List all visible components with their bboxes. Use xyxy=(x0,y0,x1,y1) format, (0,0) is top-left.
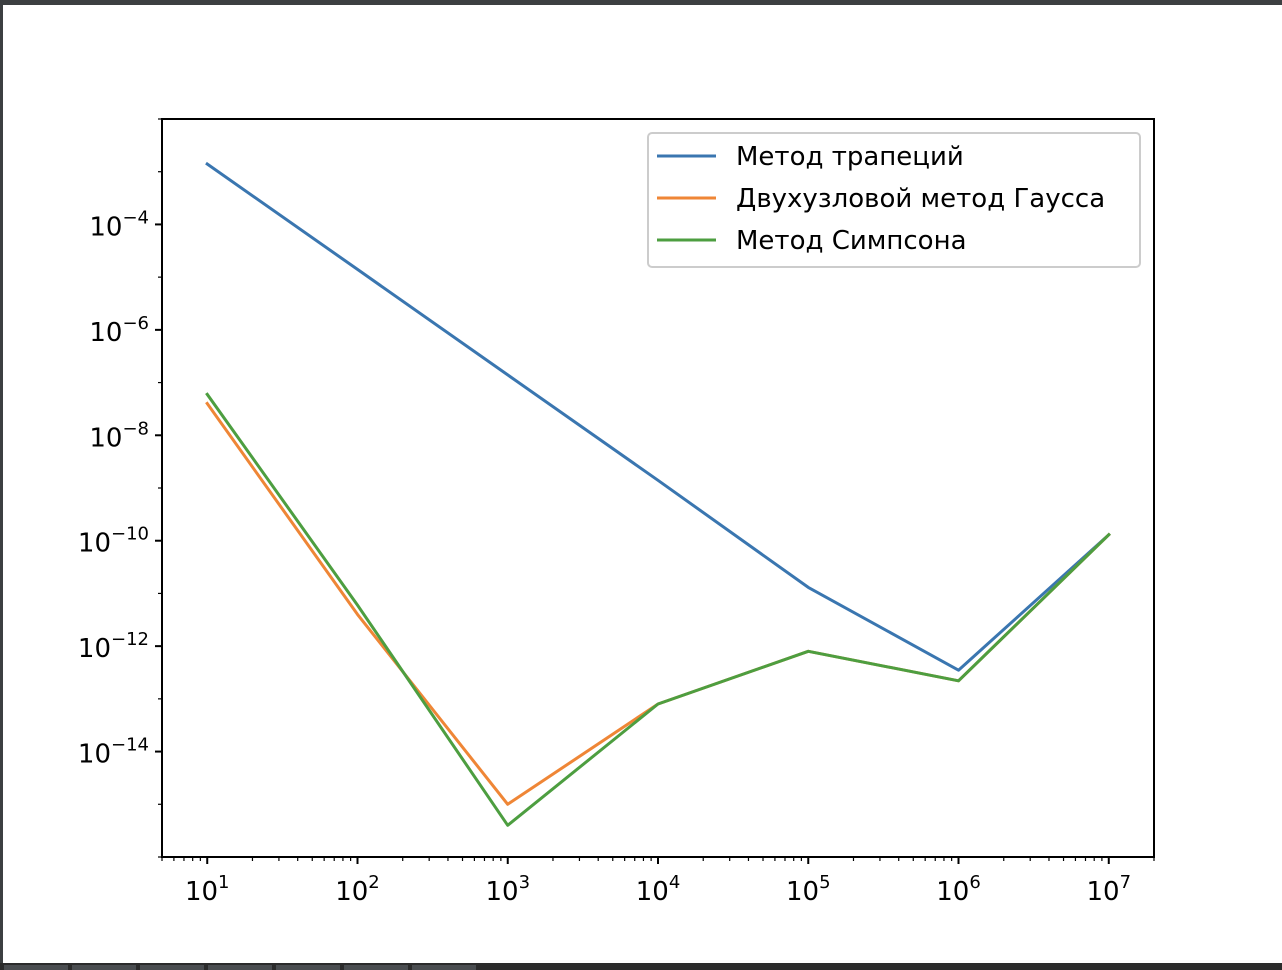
taskbar-tab[interactable] xyxy=(344,965,408,970)
legend-label-trapezoid: Метод трапеций xyxy=(736,142,964,172)
y-tick-label: 10−8 xyxy=(89,418,149,453)
legend-label-gauss: Двухузловой метод Гаусса xyxy=(736,184,1105,214)
y-axis: 10−4 10−6 10−8 10−10 10−12 10−14 xyxy=(78,118,162,858)
taskbar-tab[interactable] xyxy=(208,965,272,970)
x-tick-label: 101 xyxy=(185,872,230,907)
x-tick-label: 105 xyxy=(786,872,831,907)
x-tick-label: 104 xyxy=(636,872,681,907)
x-tick-label: 102 xyxy=(335,872,380,907)
taskbar-tab[interactable] xyxy=(4,965,68,970)
taskbar-tab[interactable] xyxy=(412,965,476,970)
series-line-2 xyxy=(205,392,1111,827)
y-tick-label: 10−6 xyxy=(89,313,149,348)
series-line-0 xyxy=(205,161,1111,672)
y-tick-label: 10−10 xyxy=(78,524,149,559)
legend-label-simpson: Метод Симпсона xyxy=(736,226,967,256)
y-tick-label: 10−4 xyxy=(89,207,149,242)
series-line-1 xyxy=(205,401,1111,806)
taskbar-tab[interactable] xyxy=(72,965,136,970)
taskbar-tab[interactable] xyxy=(140,965,204,970)
taskbar-strip xyxy=(0,963,1282,970)
y-tick-label: 10−14 xyxy=(78,735,149,770)
y-tick-label: 10−12 xyxy=(78,629,149,664)
window-top-edge xyxy=(0,0,1282,5)
legend: Метод трапеций Двухузловой метод Гаусса … xyxy=(647,132,1141,268)
taskbar-tab[interactable] xyxy=(276,965,340,970)
x-tick-label: 107 xyxy=(1086,872,1131,907)
window-left-edge xyxy=(0,0,3,970)
series-layer xyxy=(205,161,1111,827)
x-axis: 101 102 103 104 105 106 107 xyxy=(161,857,1155,907)
legend-box xyxy=(647,132,1141,268)
x-tick-label: 103 xyxy=(485,872,530,907)
x-tick-label: 106 xyxy=(936,872,981,907)
